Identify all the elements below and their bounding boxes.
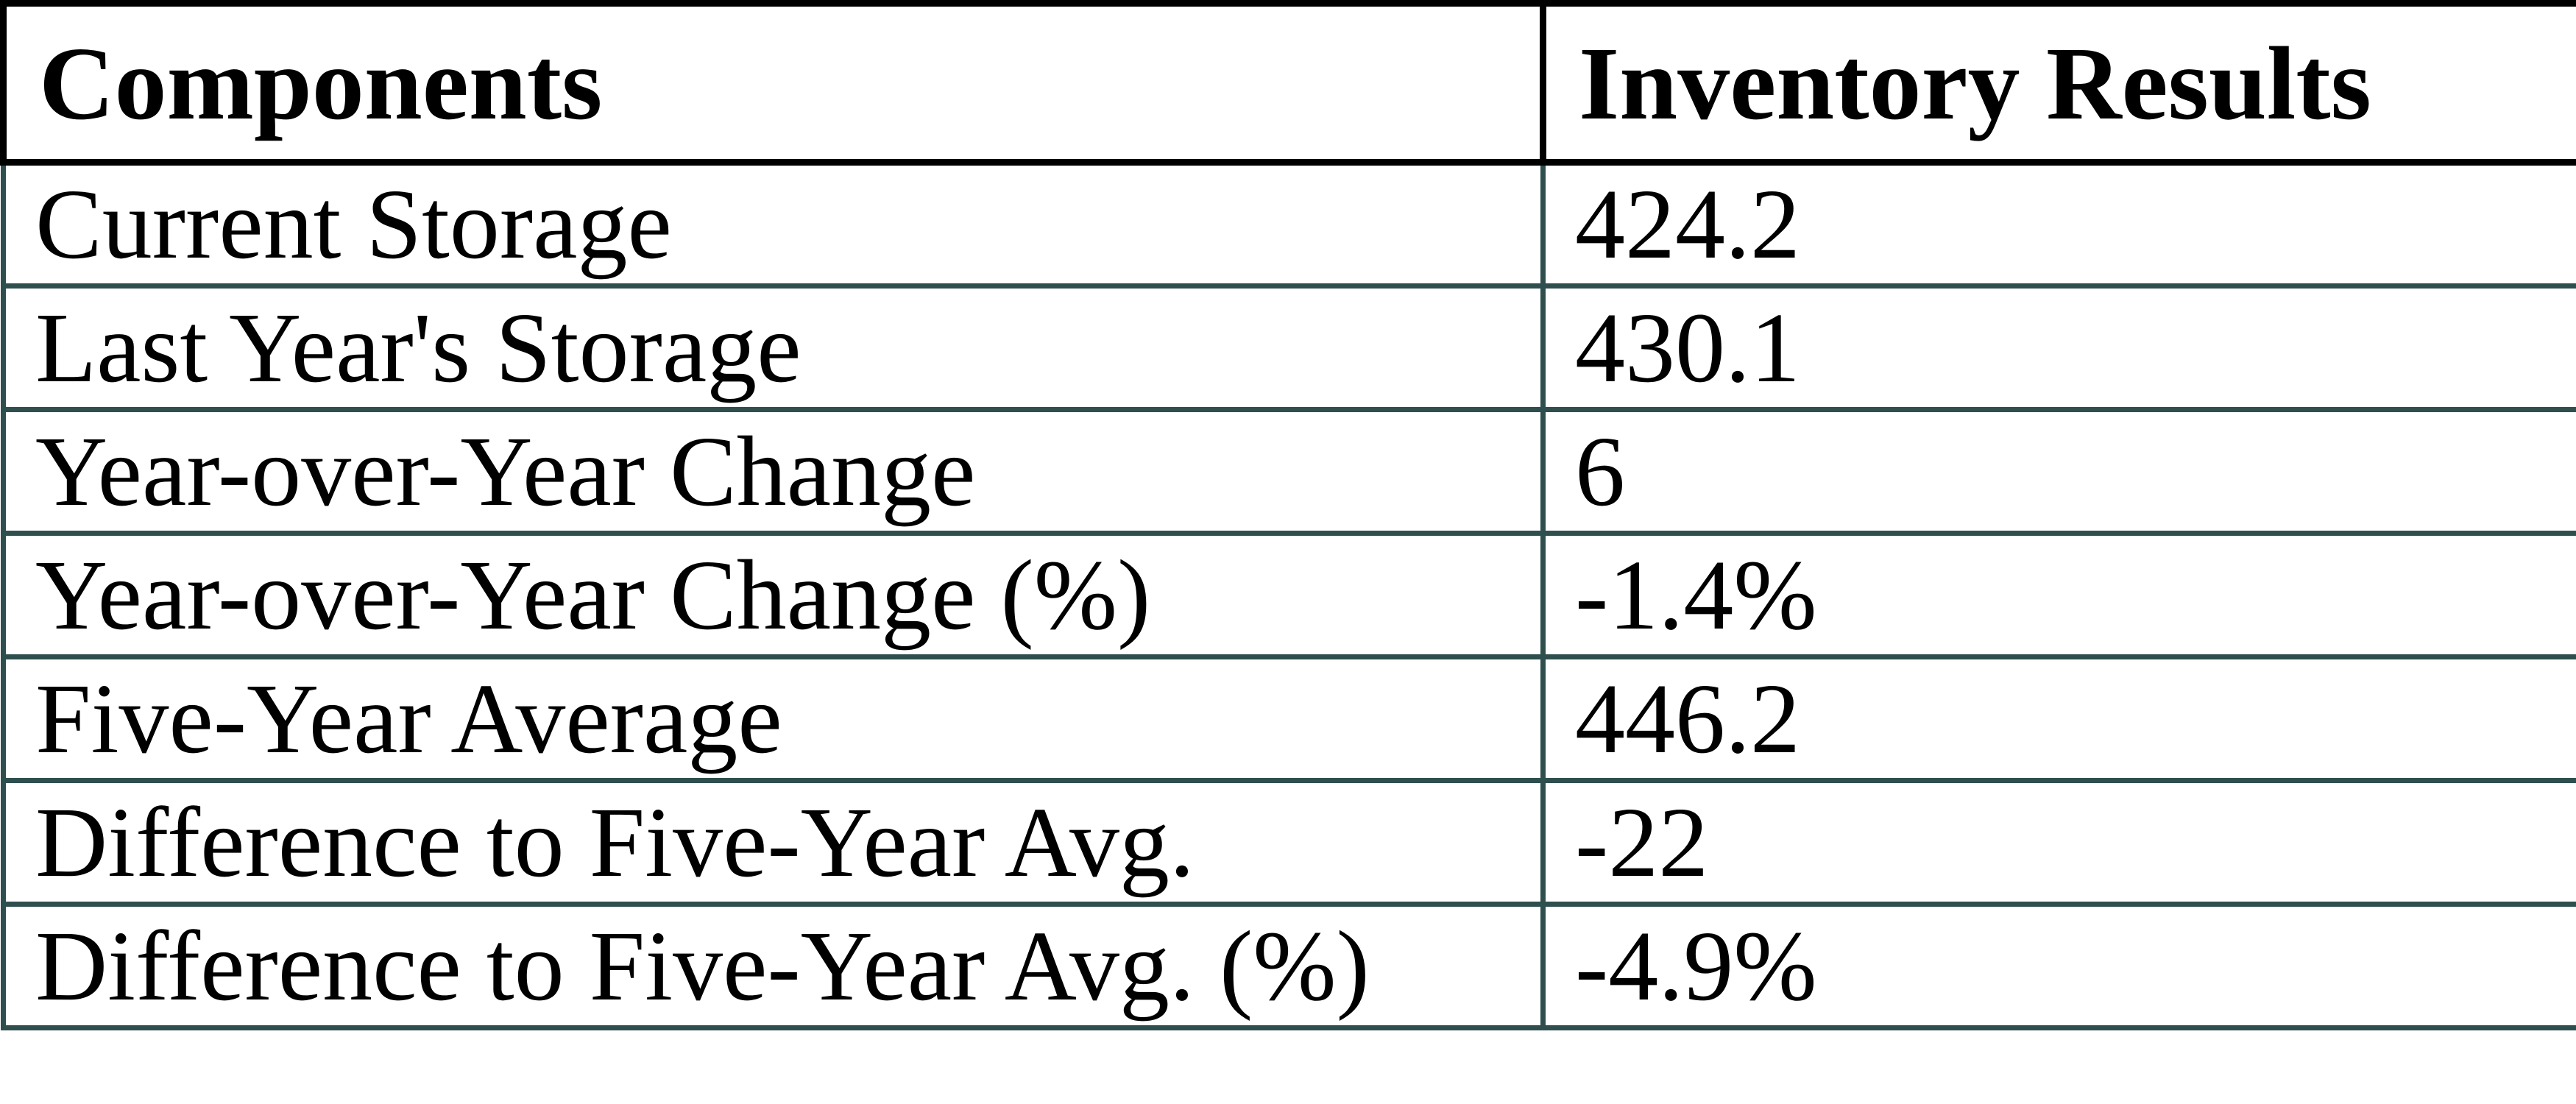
- row-label-cell: Current Storage: [1, 160, 1546, 289]
- table-row: Five-Year Average 446.2: [1, 654, 2576, 783]
- header-row: Components Inventory Results: [0, 0, 2576, 166]
- table-row: Difference to Five-Year Avg. -22: [1, 778, 2576, 907]
- table-row: Year-over-Year Change (%) -1.4%: [1, 531, 2576, 659]
- table-row: Current Storage 424.2: [1, 160, 2576, 289]
- row-label-cell: Year-over-Year Change: [1, 407, 1546, 536]
- column-header-inventory-results: Inventory Results: [1540, 0, 2576, 166]
- row-label-cell: Difference to Five-Year Avg. (%): [1, 902, 1546, 1030]
- row-value-cell: 424.2: [1540, 160, 2576, 289]
- row-label-cell: Year-over-Year Change (%): [1, 531, 1546, 659]
- table-row: Last Year's Storage 430.1: [1, 283, 2576, 412]
- row-label-cell: Difference to Five-Year Avg.: [1, 778, 1546, 907]
- row-value-cell: 6: [1540, 407, 2576, 536]
- table-row: Year-over-Year Change 6: [1, 407, 2576, 536]
- row-label-cell: Last Year's Storage: [1, 283, 1546, 412]
- row-value-cell: -22: [1540, 778, 2576, 907]
- row-label-cell: Five-Year Average: [1, 654, 1546, 783]
- row-value-cell: -1.4%: [1540, 531, 2576, 659]
- column-header-components: Components: [0, 0, 1546, 166]
- inventory-results-table: Components Inventory Results Current Sto…: [0, 0, 2576, 1030]
- row-value-cell: 430.1: [1540, 283, 2576, 412]
- row-value-cell: -4.9%: [1540, 902, 2576, 1030]
- row-value-cell: 446.2: [1540, 654, 2576, 783]
- table-row: Difference to Five-Year Avg. (%) -4.9%: [1, 902, 2576, 1030]
